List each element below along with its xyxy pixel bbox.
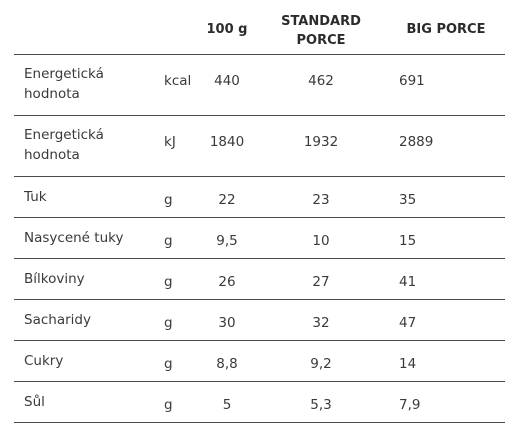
table-row: Tuk g 22 23 35 xyxy=(14,177,505,218)
table-row: Nasycené tuky g 9,5 10 15 xyxy=(14,218,505,259)
row-value-standard: 1932 xyxy=(303,134,339,150)
row-value-standard: 9,2 xyxy=(310,356,332,372)
row-value-100g: 8,8 xyxy=(216,356,238,372)
row-value-big: 35 xyxy=(399,192,417,208)
header-big-porce: BIG PORCE xyxy=(406,22,486,37)
row-name: Bílkoviny xyxy=(24,271,85,287)
row-value-big: 7,9 xyxy=(399,397,421,413)
header-standard-line1: STANDARD xyxy=(281,14,361,29)
row-value-standard: 32 xyxy=(312,315,330,331)
row-value-standard: 27 xyxy=(312,274,330,290)
row-unit: kJ xyxy=(164,134,176,150)
row-value-standard: 23 xyxy=(312,192,330,208)
row-name: Sacharidy xyxy=(24,312,91,328)
row-value-100g: 440 xyxy=(214,73,240,89)
row-value-big: 41 xyxy=(399,274,417,290)
row-value-100g: 22 xyxy=(218,192,236,208)
row-name: Energetická hodnota xyxy=(24,64,154,104)
row-unit: g xyxy=(164,397,173,413)
row-value-100g: 30 xyxy=(218,315,236,331)
row-value-standard: 10 xyxy=(312,233,330,249)
row-name-line1: Energetická xyxy=(24,66,104,82)
row-name: Tuk xyxy=(24,189,47,205)
table-header: 100 g STANDARD PORCE BIG PORCE xyxy=(14,0,505,54)
header-standard-porce: STANDARD PORCE xyxy=(281,12,361,50)
row-name: Sůl xyxy=(24,394,45,410)
row-value-100g: 5 xyxy=(222,397,232,413)
row-value-big: 14 xyxy=(399,356,417,372)
table-row: Sacharidy g 30 32 47 xyxy=(14,300,505,341)
row-name-line1: Energetická xyxy=(24,127,104,143)
table-row: Cukry g 8,8 9,2 14 xyxy=(14,341,505,382)
row-value-standard: 462 xyxy=(308,73,334,89)
row-unit: g xyxy=(164,233,173,249)
row-name: Nasycené tuky xyxy=(24,230,124,246)
row-name: Energetická hodnota xyxy=(24,125,154,165)
row-unit: g xyxy=(164,192,173,208)
row-name-line2: hodnota xyxy=(24,147,80,163)
row-name-line2: hodnota xyxy=(24,86,80,102)
row-value-big: 2889 xyxy=(399,134,434,150)
row-value-100g: 1840 xyxy=(209,134,245,150)
header-100g: 100 g xyxy=(206,22,248,37)
row-unit: g xyxy=(164,315,173,331)
header-standard-line2: PORCE xyxy=(296,33,346,48)
row-unit: g xyxy=(164,274,173,290)
row-value-big: 47 xyxy=(399,315,417,331)
nutrition-table: 100 g STANDARD PORCE BIG PORCE Energetic… xyxy=(14,0,505,423)
table-row: Energetická hodnota kJ 1840 1932 2889 xyxy=(14,116,505,177)
table-row: Sůl g 5 5,3 7,9 xyxy=(14,382,505,423)
row-value-standard: 5,3 xyxy=(310,397,332,413)
table-row: Bílkoviny g 26 27 41 xyxy=(14,259,505,300)
row-unit: g xyxy=(164,356,173,372)
row-unit: kcal xyxy=(164,73,192,89)
row-name: Cukry xyxy=(24,353,64,369)
row-value-big: 15 xyxy=(399,233,417,249)
row-value-big: 691 xyxy=(399,73,425,89)
row-value-100g: 26 xyxy=(218,274,236,290)
row-value-100g: 9,5 xyxy=(216,233,238,249)
table-row: Energetická hodnota kcal 440 462 691 xyxy=(14,54,505,116)
